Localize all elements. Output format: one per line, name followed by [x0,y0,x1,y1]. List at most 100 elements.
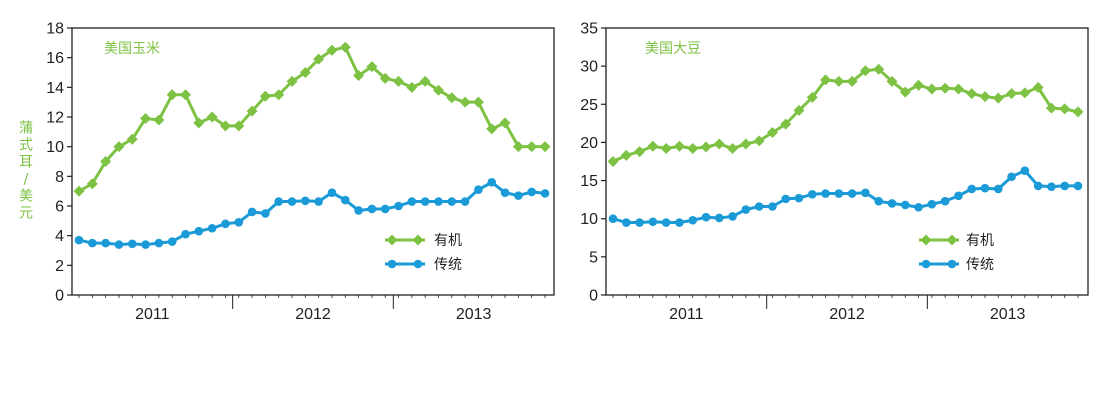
data-point [847,189,857,198]
data-point [74,235,84,245]
y-tick-label: 14 [46,80,64,97]
data-point [1072,106,1084,118]
data-point [766,127,778,139]
data-point [834,189,844,198]
data-point [247,207,257,217]
data-point [379,72,391,84]
data-point [660,143,672,155]
y-axis-label: 蒲式耳/美元 [19,121,33,222]
data-point [966,88,978,100]
data-point [647,140,659,152]
data-point [219,120,231,132]
data-point [979,91,991,103]
chart-title: 美国大豆 [645,41,701,57]
data-point [781,194,791,204]
data-point [899,86,911,98]
data-point [728,212,737,221]
data-point [768,202,777,211]
data-point [833,75,845,87]
data-point [419,75,431,87]
data-point [913,79,925,91]
data-point [181,229,190,239]
data-point [474,185,483,194]
data-point [314,197,323,206]
y-tick-label: 10 [580,211,598,228]
series-organic [607,63,1084,167]
data-point [846,75,858,87]
data-point [967,184,977,194]
data-point [1019,87,1031,99]
data-point [741,205,751,214]
data-point [394,201,403,211]
data-point [1032,82,1044,94]
data-point [153,114,165,126]
data-point [886,75,898,87]
legend-marker [386,234,398,246]
data-point [407,197,417,206]
data-point [486,123,498,135]
legend-entry: 传统 [919,257,994,273]
data-point [621,218,631,227]
data-point [1045,102,1057,114]
data-point [340,195,350,205]
y-tick-label: 5 [589,249,598,266]
data-point [807,190,817,199]
data-point [874,196,884,206]
data-point [861,188,870,198]
data-point [301,196,310,206]
legend-entry: 有机 [919,233,994,249]
data-point [354,206,363,215]
data-point [661,218,671,227]
data-point [326,44,338,56]
data-point [926,83,938,95]
data-point [206,111,218,123]
data-point [446,92,458,104]
data-point [713,138,725,150]
data-point [688,215,698,225]
data-point [859,65,871,77]
data-point [434,197,443,206]
data-point [1060,181,1070,191]
data-point [113,141,125,153]
data-point [273,89,285,101]
data-point [86,178,98,190]
data-point [1033,181,1043,191]
data-point [127,239,137,249]
data-point [246,105,258,117]
data-point [673,140,685,152]
legend-marker [946,234,958,246]
legend-entry: 有机 [385,233,462,249]
data-point [1007,172,1016,182]
data-point [339,41,351,53]
series-conventional [608,166,1083,227]
data-point [700,141,712,153]
data-point [607,156,619,167]
data-point [126,133,138,145]
legend-marker [412,234,424,246]
legend-marker [387,259,397,269]
data-point [420,197,430,206]
data-point [499,117,511,129]
data-point [207,223,217,233]
y-tick-label: 0 [589,288,598,305]
data-point [900,200,910,210]
data-point [927,199,937,209]
y-tick-label: 20 [580,135,598,152]
data-point [274,197,284,206]
data-point [992,92,1004,104]
y-tick-label: 8 [55,169,64,186]
y-tick-label: 4 [55,228,64,245]
data-point [539,141,551,153]
x-year-label: 2013 [456,306,492,323]
data-point [141,240,150,249]
legend-label: 有机 [434,233,462,249]
data-point [753,135,765,147]
data-point [366,61,378,73]
legend-entry: 传统 [385,257,462,273]
x-year-label: 2012 [295,306,331,323]
legend-label: 传统 [966,257,994,273]
data-point [820,74,832,86]
data-point [1006,88,1018,100]
data-point [1047,182,1056,191]
